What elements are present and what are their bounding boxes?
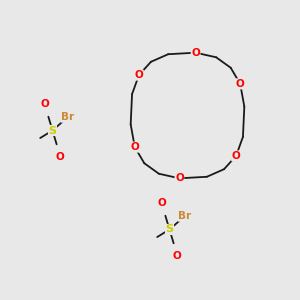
- Text: O: O: [236, 79, 244, 89]
- Text: O: O: [232, 151, 241, 161]
- Text: O: O: [40, 99, 49, 109]
- Text: O: O: [157, 198, 166, 208]
- Text: S: S: [166, 224, 173, 235]
- Text: Br: Br: [178, 211, 191, 221]
- Text: S: S: [49, 125, 56, 136]
- Text: O: O: [56, 152, 65, 162]
- Text: Br: Br: [61, 112, 74, 122]
- Text: O: O: [191, 48, 200, 58]
- Text: O: O: [134, 70, 143, 80]
- Text: O: O: [175, 173, 184, 183]
- Text: O: O: [173, 251, 182, 261]
- Text: O: O: [130, 142, 139, 152]
